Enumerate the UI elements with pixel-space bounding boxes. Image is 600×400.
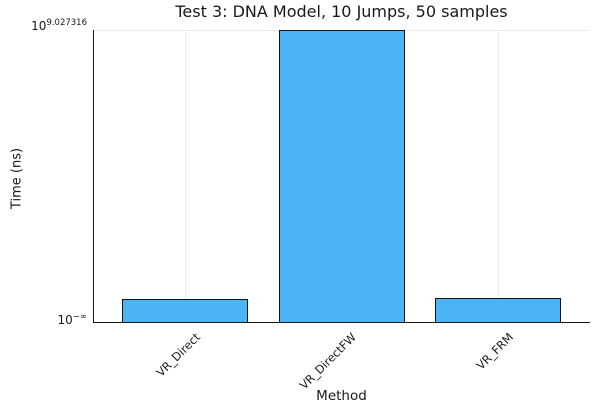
- y-axis-label: Time (ns): [9, 147, 25, 210]
- x-axis-spine: [92, 321, 590, 323]
- y-axis-spine: [92, 30, 94, 323]
- y-tick-label-top: 109.027316: [31, 18, 87, 33]
- plot-area: [94, 30, 589, 322]
- bar-vr_direct: [122, 299, 248, 322]
- x-tick-label-vr_direct: VR_Direct: [153, 330, 203, 380]
- x-tick-label-vr_directfw: VR_DirectFW: [297, 330, 360, 393]
- bar-vr_frm: [435, 298, 561, 322]
- x-axis-label: Method: [316, 388, 367, 400]
- chart-title: Test 3: DNA Model, 10 Jumps, 50 samples: [175, 2, 508, 21]
- y-tick-label-bottom: 10−∞: [57, 312, 87, 327]
- x-tick-label-vr_frm: VR_FRM: [473, 330, 516, 373]
- vertical-gridline: [497, 30, 499, 322]
- bar-vr_directfw: [278, 30, 405, 322]
- vertical-gridline: [184, 30, 186, 322]
